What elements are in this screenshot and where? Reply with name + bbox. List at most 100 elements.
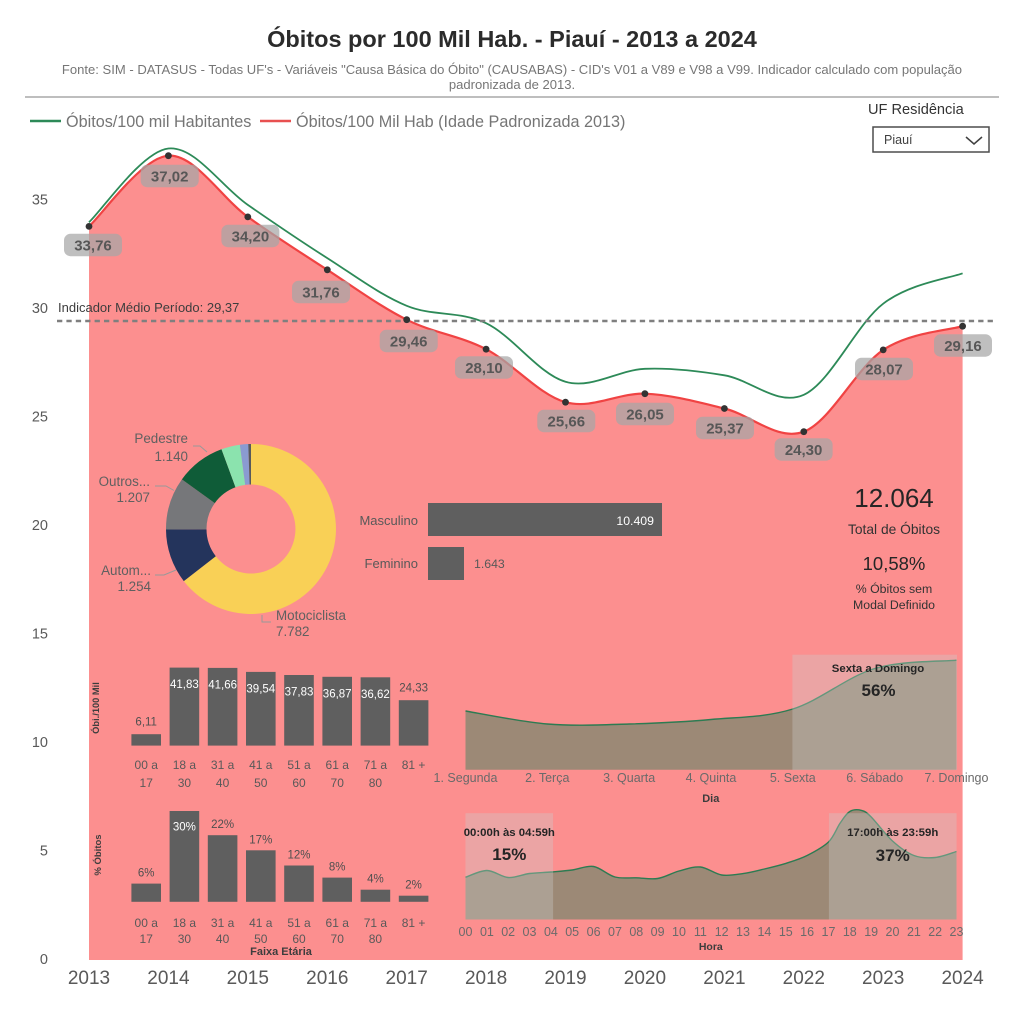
svg-text:36,87: 36,87 [323,688,352,700]
svg-text:1.254: 1.254 [117,579,151,594]
svg-text:% Óbitos: % Óbitos [92,834,104,875]
svg-text:15%: 15% [492,845,526,864]
svg-text:% Óbitos sem: % Óbitos sem [856,581,933,596]
svg-text:10: 10 [32,735,48,751]
svg-text:09: 09 [651,925,665,939]
svg-text:61 a: 61 a [326,758,350,772]
svg-text:23: 23 [950,925,964,939]
svg-text:Masculino: Masculino [359,513,418,528]
svg-text:36,62: 36,62 [361,689,390,701]
svg-text:2024: 2024 [941,968,984,989]
svg-text:70: 70 [331,776,345,790]
svg-text:41 a: 41 a [249,758,273,772]
svg-text:03: 03 [523,925,537,939]
svg-text:17: 17 [822,925,836,939]
svg-text:Outros...: Outros... [99,474,150,489]
svg-text:31,76: 31,76 [302,284,340,301]
svg-text:12%: 12% [287,850,310,862]
svg-text:71 a: 71 a [364,916,388,930]
svg-text:05: 05 [565,925,579,939]
svg-text:24,30: 24,30 [785,442,823,459]
svg-text:20: 20 [886,925,900,939]
svg-text:Total de Óbitos: Total de Óbitos [848,521,940,537]
svg-text:81 +: 81 + [402,916,426,930]
svg-text:25,37: 25,37 [706,420,744,437]
svg-text:Autom...: Autom... [101,563,151,578]
svg-text:37,83: 37,83 [285,687,314,699]
svg-text:2018: 2018 [465,968,507,989]
svg-text:31 a: 31 a [211,916,235,930]
svg-text:1. Segunda: 1. Segunda [434,771,498,785]
svg-text:25: 25 [32,410,48,426]
svg-text:22: 22 [928,925,942,939]
svg-text:18 a: 18 a [173,758,197,772]
svg-text:5. Sexta: 5. Sexta [770,771,816,785]
svg-text:60: 60 [292,776,306,790]
svg-text:Feminino: Feminino [365,556,418,571]
svg-text:Óbi./100 Mil: Óbi./100 Mil [90,682,101,734]
svg-text:80: 80 [369,932,383,946]
svg-text:00:00h às 04:59h: 00:00h às 04:59h [464,827,555,839]
svg-text:02: 02 [501,925,515,939]
svg-text:35: 35 [32,193,48,209]
svg-text:Motociclista: Motociclista [276,608,347,623]
svg-text:15: 15 [32,627,48,643]
svg-text:Indicador Médio Período: 29,37: Indicador Médio Período: 29,37 [58,300,239,315]
svg-text:16: 16 [800,925,814,939]
svg-text:22%: 22% [211,819,234,831]
svg-text:28,07: 28,07 [865,361,903,378]
svg-text:2023: 2023 [862,968,904,989]
svg-text:12.064: 12.064 [854,483,934,513]
svg-text:81 +: 81 + [402,758,426,772]
svg-text:2015: 2015 [227,968,269,989]
svg-text:Sexta a Domingo: Sexta a Domingo [832,663,924,675]
svg-text:18: 18 [843,925,857,939]
svg-text:30: 30 [178,776,192,790]
svg-text:37%: 37% [876,846,910,865]
svg-text:13: 13 [736,925,750,939]
svg-text:17: 17 [140,776,154,790]
svg-text:06: 06 [587,925,601,939]
svg-text:3. Quarta: 3. Quarta [603,771,655,785]
svg-text:10,58%: 10,58% [863,553,926,574]
svg-text:4. Quinta: 4. Quinta [686,771,737,785]
svg-text:10.409: 10.409 [616,514,654,528]
svg-text:39,54: 39,54 [246,684,275,696]
svg-text:41,83: 41,83 [170,679,199,691]
svg-text:10: 10 [672,925,686,939]
svg-text:6%: 6% [138,868,155,880]
svg-text:7.782: 7.782 [276,624,310,639]
svg-text:29,16: 29,16 [944,338,982,355]
svg-text:UF Residência: UF Residência [868,102,965,118]
svg-text:04: 04 [544,925,558,939]
svg-text:7. Domingo: 7. Domingo [925,771,989,785]
svg-text:21: 21 [907,925,921,939]
svg-text:51 a: 51 a [287,916,311,930]
svg-text:6. Sábado: 6. Sábado [846,771,903,785]
svg-text:01: 01 [480,925,494,939]
svg-text:1.207: 1.207 [116,490,150,505]
svg-text:60: 60 [292,932,306,946]
svg-text:17:00h às 23:59h: 17:00h às 23:59h [847,827,938,839]
svg-text:11: 11 [694,925,707,939]
svg-text:2022: 2022 [783,968,825,989]
svg-text:08: 08 [629,925,643,939]
svg-text:34,20: 34,20 [232,228,270,245]
svg-text:30: 30 [32,301,48,317]
svg-text:80: 80 [369,776,383,790]
svg-text:00: 00 [459,925,473,939]
svg-text:5: 5 [40,844,48,860]
svg-text:Óbitos/100 Mil Hab (Idade Padr: Óbitos/100 Mil Hab (Idade Padronizada 20… [296,112,625,131]
svg-text:0: 0 [40,952,48,968]
svg-text:24,33: 24,33 [399,683,428,695]
svg-text:2%: 2% [405,880,422,892]
svg-text:50: 50 [254,932,268,946]
svg-text:padronizada de 2013.: padronizada de 2013. [449,77,575,92]
svg-text:2014: 2014 [147,968,190,989]
svg-text:20: 20 [32,518,48,534]
svg-text:15: 15 [779,925,793,939]
svg-text:31 a: 31 a [211,758,235,772]
svg-text:07: 07 [608,925,622,939]
svg-text:28,10: 28,10 [465,360,503,377]
svg-text:14: 14 [757,925,771,939]
